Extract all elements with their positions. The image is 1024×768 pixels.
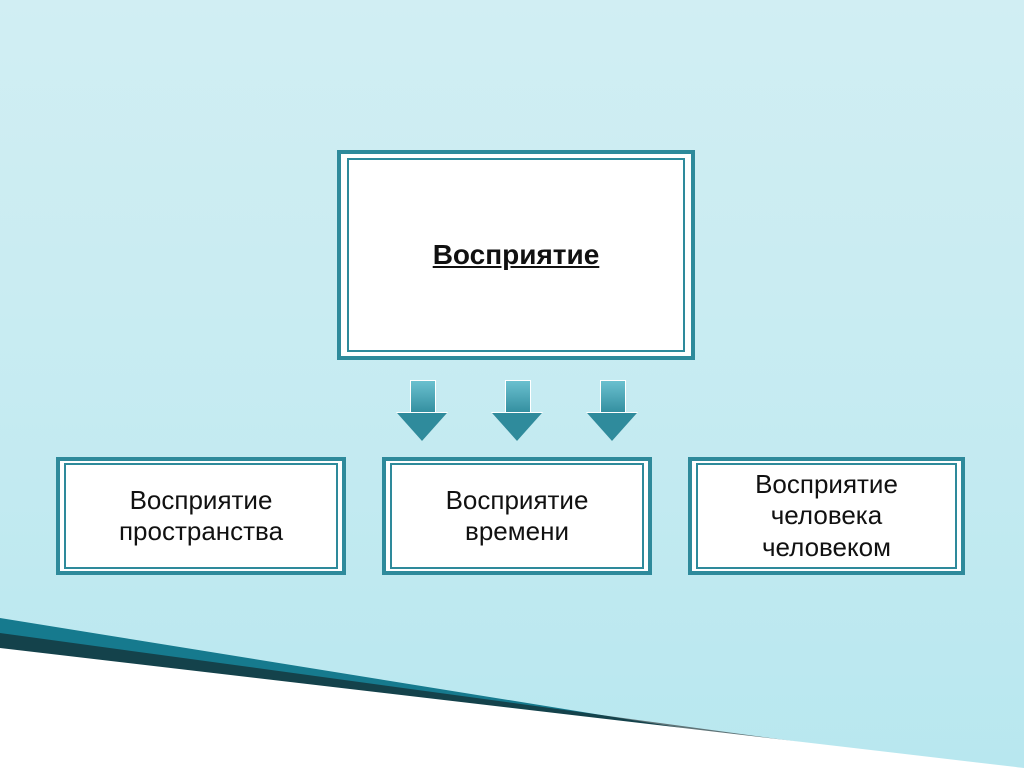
- arrow-down-icon: [397, 380, 447, 440]
- arrow-down-icon: [587, 380, 637, 440]
- child-node-inner: Восприятие человека человеком: [696, 463, 957, 569]
- child-node-label: Восприятие человека человеком: [698, 469, 955, 563]
- slide: Восприятие Восприятие пространства Воспр…: [0, 0, 1024, 768]
- child-node: Восприятие человека человеком: [688, 457, 965, 575]
- child-node: Восприятие пространства: [56, 457, 346, 575]
- child-node-inner: Восприятие времени: [390, 463, 644, 569]
- arrow-down-icon: [492, 380, 542, 440]
- child-node: Восприятие времени: [382, 457, 652, 575]
- root-node-inner: Восприятие: [347, 158, 685, 352]
- root-node: Восприятие: [337, 150, 695, 360]
- child-node-label: Восприятие времени: [392, 485, 642, 547]
- child-node-label: Восприятие пространства: [66, 485, 336, 547]
- child-node-inner: Восприятие пространства: [64, 463, 338, 569]
- decorative-triangle-front: [0, 648, 1024, 768]
- root-node-label: Восприятие: [433, 239, 600, 271]
